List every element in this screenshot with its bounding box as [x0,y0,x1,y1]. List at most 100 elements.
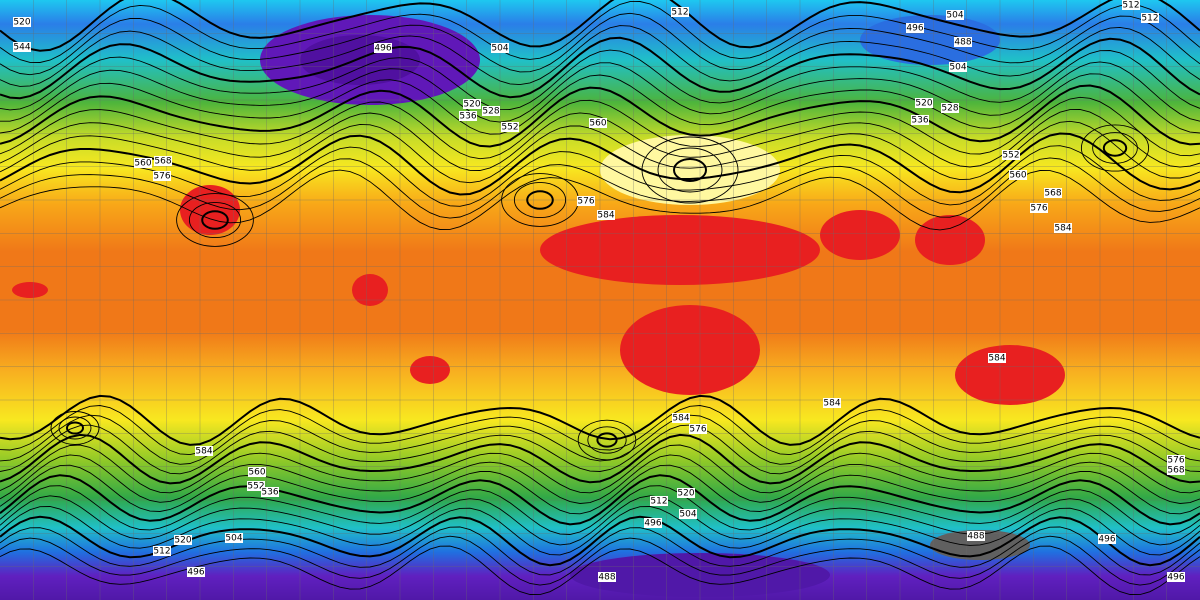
label-box [13,42,31,52]
contour-label: 512 [1141,14,1158,24]
contour-line [0,25,1200,87]
contour-label: 520 [463,100,480,110]
label-box [589,118,607,128]
contour-label: 520 [915,99,932,109]
label-box [967,531,985,541]
label-box [1167,465,1185,475]
contour-label: 520 [13,18,30,28]
closed-contour [1102,139,1128,157]
label-box [644,518,662,528]
label-box [915,98,933,108]
label-box [1141,13,1159,23]
contour-line [0,132,1200,196]
contour-label: 504 [225,534,242,544]
label-box [823,398,841,408]
field-patches [12,15,1065,597]
closed-contour [66,421,84,435]
label-box [374,43,392,53]
contour-label: 544 [13,43,30,53]
contour-line [0,109,1200,171]
label-box [174,535,192,545]
contour-line [0,12,1200,76]
label-box [1009,170,1027,180]
contour-line [0,424,1200,475]
contour-line [0,145,1200,207]
contour-line [0,0,1200,52]
contour-label: 552 [247,482,264,492]
contour-line [0,394,1200,446]
closed-contour [50,411,100,445]
contour-label: 568 [154,157,171,167]
closed-contour [641,136,739,204]
contour-label: 512 [671,8,688,18]
contour-label: 584 [823,399,840,409]
contour-label: 520 [677,489,694,499]
contour-label: 488 [954,38,971,48]
contour-line [0,61,1200,123]
contour-label: 552 [1002,151,1019,161]
closed-contour [201,210,229,230]
contour-label: 528 [482,107,499,117]
closed-contour [513,181,567,219]
contour-line [0,515,1200,567]
label-box [650,496,668,506]
contour-label: 560 [1009,171,1026,181]
label-box [153,546,171,556]
contour-label: 504 [679,510,696,520]
closed-contour [1092,132,1138,164]
label-box [577,196,595,206]
contour-label: 512 [153,547,170,557]
label-box [247,481,265,491]
label-box [459,111,477,121]
label-box [463,99,481,109]
label-box [1054,223,1072,233]
contour-line [0,535,1200,586]
closed-contour [596,432,618,448]
closed-contour [526,190,554,210]
label-box [1002,150,1020,160]
contour-line [0,36,1200,100]
label-box [1167,455,1185,465]
contour-line [0,526,1200,576]
contour-label: 496 [187,568,204,578]
label-box [946,10,964,20]
label-box [598,572,616,582]
contour-line [0,545,1200,596]
contour-label: 584 [195,447,212,457]
contour-line [0,169,1200,231]
contour-label: 496 [906,24,923,34]
label-box [134,158,152,168]
contour-line [0,485,1200,535]
contour-label: 560 [589,119,606,129]
contour-label: 536 [459,112,476,122]
label-box [1044,188,1062,198]
label-box [954,37,972,47]
contour-label: 560 [134,159,151,169]
contour-label: 568 [1044,189,1061,199]
label-box [225,533,243,543]
contour-line [0,495,1200,546]
contour-label: 536 [261,488,278,498]
label-box [482,106,500,116]
contour-line [0,73,1200,135]
contour-line [0,433,1200,485]
label-box [195,446,213,456]
label-box [1122,0,1140,10]
contour-label: 504 [946,11,963,21]
contour-line [0,1,1200,63]
label-box [949,62,967,72]
contour-label: 552 [501,123,518,133]
contour-label: 536 [911,116,928,126]
contour-label: 576 [153,172,170,182]
label-box [1098,534,1116,544]
contour-line [0,464,1200,515]
contour-label: 584 [988,354,1005,364]
contour-label: 576 [577,197,594,207]
contour-label: 496 [1098,535,1115,545]
label-box [501,122,519,132]
label-box [248,467,266,477]
contour-line [0,96,1200,160]
